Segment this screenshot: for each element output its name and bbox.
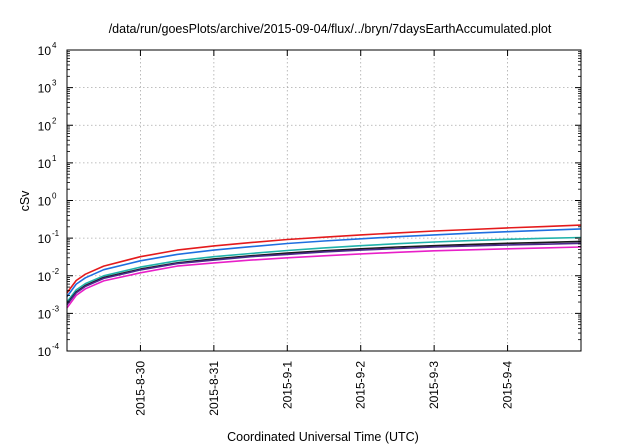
series-line (66, 228, 582, 298)
y-tick-base: 10 (38, 44, 52, 58)
series-line (66, 240, 582, 305)
grid (67, 50, 581, 351)
series-line (66, 246, 582, 309)
series-line (66, 224, 582, 294)
y-tick-label: 10 -2 (38, 267, 60, 284)
y-tick-label: 10 -4 (38, 342, 60, 359)
y-tick-exponent: -2 (52, 267, 60, 276)
y-tick-base: 10 (38, 307, 52, 321)
x-tick-label: 2015-9-4 (501, 361, 515, 409)
x-tick-label: 2015-8-30 (133, 361, 147, 416)
y-tick-exponent: 0 (52, 192, 57, 201)
x-tick-label: 2015-9-1 (280, 361, 294, 409)
x-tick-label: 2015-9-3 (427, 361, 441, 409)
x-tick-label: 2015-8-31 (207, 361, 221, 416)
y-tick-exponent: -4 (52, 342, 60, 351)
y-tick-base: 10 (38, 119, 52, 133)
y-tick-label: 10 4 (38, 41, 57, 58)
y-tick-exponent: 2 (52, 116, 57, 125)
y-axis-label: cSv (18, 190, 32, 212)
y-tick-base: 10 (38, 232, 52, 246)
x-tick-labels: 2015-8-30 2015-8-31 2015-9-1 2015-9-2 2015-9… (133, 361, 514, 416)
y-tick-exponent: 1 (52, 154, 57, 163)
y-tick-label: 10 1 (38, 154, 57, 171)
series-line (66, 242, 582, 306)
y-tick-exponent: -1 (52, 229, 60, 238)
x-axis-label: Coordinated Universal Time (UTC) (227, 430, 419, 444)
y-tick-label: 10 0 (38, 192, 57, 209)
y-tick-base: 10 (38, 270, 52, 284)
axis-ticks (67, 49, 581, 352)
y-tick-base: 10 (38, 345, 52, 359)
series-lines (66, 224, 582, 309)
y-tick-label: 10 2 (38, 116, 57, 133)
x-tick-label: 2015-9-2 (354, 361, 368, 409)
y-tick-exponent: -3 (52, 304, 60, 313)
y-tick-base: 10 (38, 82, 52, 96)
series-line (66, 236, 582, 303)
chart-title: /data/run/goesPlots/archive/2015-09-04/f… (109, 22, 552, 36)
y-tick-base: 10 (38, 195, 52, 209)
y-tick-label: 10 -3 (38, 304, 60, 321)
y-tick-base: 10 (38, 157, 52, 171)
y-tick-label: 10 -1 (38, 229, 60, 246)
y-tick-exponent: 4 (52, 41, 57, 50)
y-tick-label: 10 3 (38, 79, 57, 96)
y-tick-exponent: 3 (52, 79, 57, 88)
